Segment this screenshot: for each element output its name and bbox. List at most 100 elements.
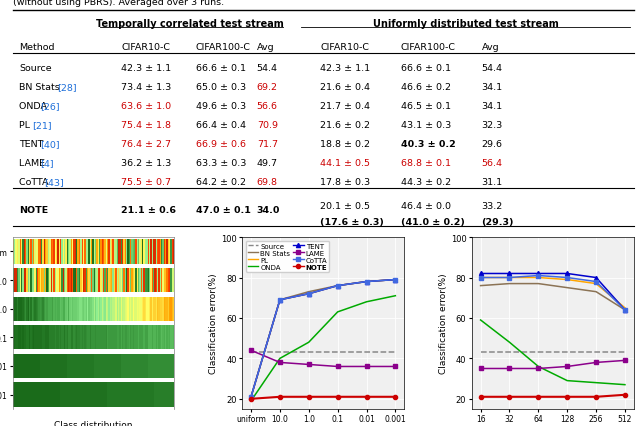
Legend: Source, BN Stats, PL, ONDA, TENT, LAME, CoTTA, NOTE: Source, BN Stats, PL, ONDA, TENT, LAME, … (246, 241, 330, 272)
Bar (130, 297, 131, 321)
Bar (29, 325, 30, 350)
Bar (92, 297, 93, 321)
Bar (161, 297, 163, 321)
LAME (305, 362, 312, 367)
Bar (113, 325, 114, 350)
Bar (80, 383, 81, 407)
Bar (170, 240, 172, 264)
Bar (77, 268, 79, 293)
Bar (80, 240, 81, 264)
Bar (83, 268, 84, 293)
Bar (127, 297, 129, 321)
Bar (166, 297, 168, 321)
Bar (84, 240, 86, 264)
Bar (79, 240, 80, 264)
Bar (168, 354, 169, 378)
Bar (137, 354, 138, 378)
Text: 18.8 ± 0.2: 18.8 ± 0.2 (320, 140, 370, 149)
Text: TENT: TENT (19, 140, 46, 149)
Text: (17.6 ± 0.3): (17.6 ± 0.3) (320, 217, 384, 226)
Bar (20, 268, 21, 293)
Bar (83, 354, 84, 378)
Bar (52, 268, 53, 293)
Bar (129, 240, 130, 264)
Text: Avg: Avg (257, 43, 275, 52)
Bar (159, 240, 161, 264)
Text: 63.6 ± 1.0: 63.6 ± 1.0 (122, 102, 172, 111)
Bar (136, 297, 137, 321)
Bar (53, 354, 54, 378)
Bar (30, 325, 31, 350)
Bar (103, 297, 104, 321)
Bar (24, 354, 25, 378)
Bar (75, 268, 76, 293)
Bar (91, 383, 92, 407)
Text: 21.6 ± 0.2: 21.6 ± 0.2 (320, 121, 370, 130)
Bar (108, 268, 110, 293)
Bar (173, 354, 175, 378)
Text: 76.4 ± 2.7: 76.4 ± 2.7 (122, 140, 172, 149)
Bar (52, 383, 53, 407)
Bar (98, 297, 99, 321)
Bar (127, 325, 129, 350)
Bar (166, 240, 168, 264)
Bar (86, 383, 87, 407)
Bar (153, 325, 154, 350)
Bar (107, 354, 108, 378)
Bar (33, 268, 35, 293)
BN Stats (305, 289, 312, 294)
Text: 29.6: 29.6 (481, 140, 502, 149)
Bar (118, 268, 119, 293)
Bar (87, 240, 88, 264)
Bar (71, 268, 72, 293)
Text: 34.1: 34.1 (481, 83, 502, 92)
Bar (130, 354, 131, 378)
Bar (57, 297, 59, 321)
Bar (145, 325, 146, 350)
Bar (146, 268, 148, 293)
Bar (83, 240, 84, 264)
Bar (49, 325, 51, 350)
Bar (33, 354, 35, 378)
X-axis label: Class distribution: Class distribution (54, 420, 133, 426)
Bar (69, 240, 71, 264)
Bar (84, 325, 86, 350)
Bar (99, 325, 100, 350)
Bar (68, 325, 69, 350)
Bar (150, 297, 152, 321)
Source (276, 350, 284, 355)
Text: 47.0 ± 0.1: 47.0 ± 0.1 (196, 205, 251, 215)
Bar (54, 268, 56, 293)
Bar (88, 354, 90, 378)
CoTTA (305, 291, 312, 296)
Bar (91, 325, 92, 350)
Bar (65, 354, 67, 378)
Bar (164, 325, 165, 350)
Bar (164, 354, 165, 378)
Bar (14, 297, 15, 321)
Bar (83, 297, 84, 321)
Bar (108, 297, 110, 321)
Bar (63, 240, 64, 264)
Bar (136, 240, 137, 264)
Text: 42.3 ± 1.1: 42.3 ± 1.1 (122, 64, 172, 73)
Bar (60, 325, 61, 350)
Bar (49, 297, 51, 321)
Bar (37, 354, 38, 378)
Bar (35, 268, 36, 293)
Bar (79, 383, 80, 407)
Bar (111, 297, 113, 321)
Bar (118, 297, 119, 321)
Bar (22, 268, 24, 293)
Bar (125, 268, 126, 293)
Bar (163, 325, 164, 350)
Bar (156, 383, 157, 407)
Bar (29, 297, 30, 321)
Bar (38, 240, 40, 264)
Bar (154, 268, 156, 293)
Bar (74, 383, 75, 407)
Bar (137, 268, 138, 293)
Bar (170, 383, 172, 407)
Bar (107, 240, 108, 264)
Bar (129, 325, 130, 350)
